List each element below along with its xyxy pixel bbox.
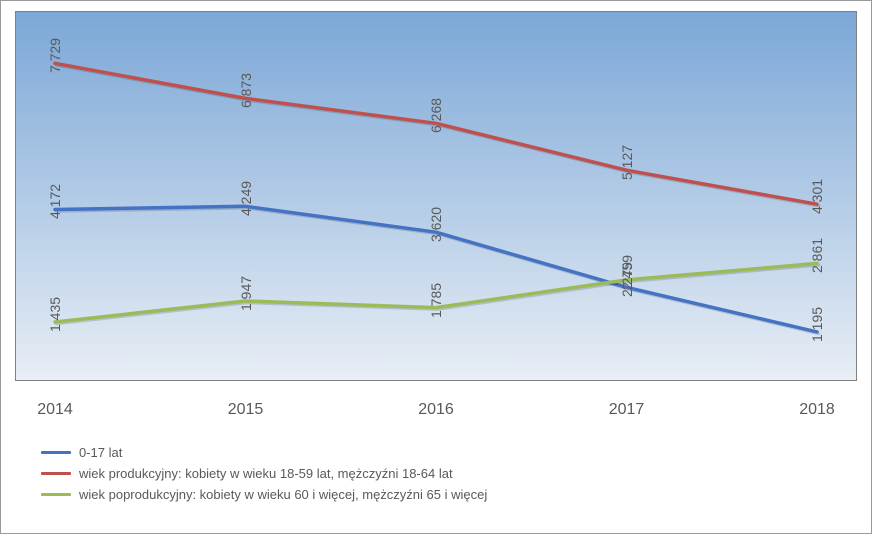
data-label: 4 301: [809, 179, 825, 214]
data-label: 3 620: [428, 207, 444, 242]
legend-item: 0-17 lat: [41, 445, 487, 460]
x-axis-label: 2018: [799, 401, 835, 419]
x-axis-label: 2015: [228, 401, 264, 419]
data-label: 2 861: [809, 238, 825, 273]
legend-item: wiek produkcyjny: kobiety w wieku 18-59 …: [41, 466, 487, 481]
chart-container: 2014 2015 2016 2017 2018 0-17 lat wiek produk…: [0, 0, 872, 534]
x-axis-label: 2017: [609, 401, 645, 419]
data-label: 7 729: [47, 38, 63, 73]
data-label: 1 785: [428, 283, 444, 318]
legend-swatch: [41, 493, 71, 497]
x-axis-label: 2014: [37, 401, 73, 419]
data-label: 4 249: [238, 181, 254, 216]
legend-label: wiek produkcyjny: kobiety w wieku 18-59 …: [79, 466, 453, 481]
data-label: 5 127: [619, 145, 635, 180]
data-label: 1 195: [809, 307, 825, 342]
legend-swatch: [41, 472, 71, 476]
series-line: [55, 63, 817, 204]
x-axis-label: 2016: [418, 401, 454, 419]
legend-label: wiek poprodukcyjny: kobiety w wieku 60 i…: [79, 487, 487, 502]
data-label: 6 873: [238, 73, 254, 108]
legend: 0-17 lat wiek produkcyjny: kobiety w wiek…: [41, 445, 487, 508]
legend-item: wiek poprodukcyjny: kobiety w wieku 60 i…: [41, 487, 487, 502]
data-label: 2 459: [619, 255, 635, 290]
legend-label: 0-17 lat: [79, 445, 122, 460]
data-label: 6 268: [428, 98, 444, 133]
data-label: 1 947: [238, 276, 254, 311]
legend-swatch: [41, 451, 71, 455]
data-label: 4 172: [47, 184, 63, 219]
data-label: 1 435: [47, 297, 63, 332]
